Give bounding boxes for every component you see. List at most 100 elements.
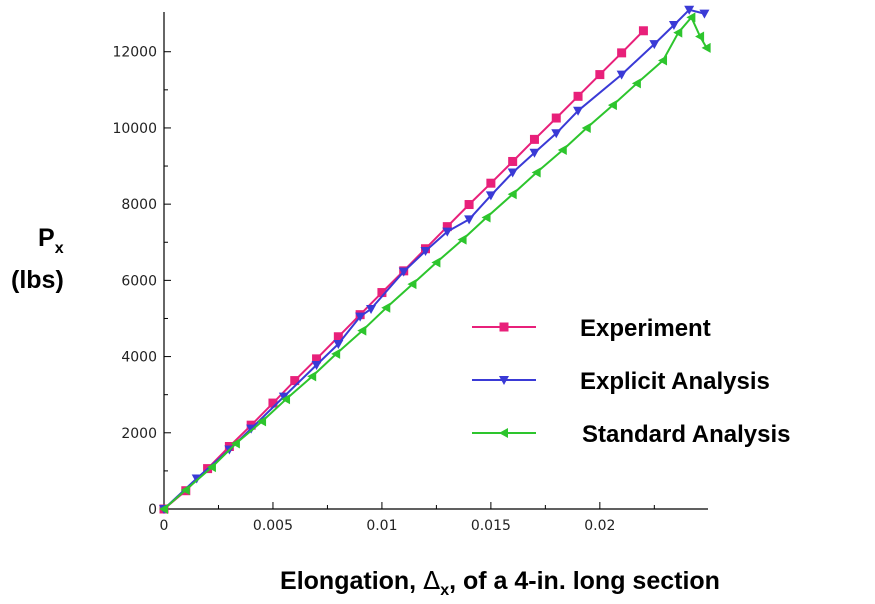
data-point bbox=[290, 376, 300, 386]
y-axis: 0 2000 4000 6000 8000 10000 12000 bbox=[112, 12, 171, 518]
y-tick-label: 10000 bbox=[112, 121, 157, 137]
data-point bbox=[631, 78, 641, 89]
data-point bbox=[464, 215, 475, 225]
data-point bbox=[268, 398, 278, 408]
legend-marker bbox=[499, 376, 509, 385]
y-axis-title-unit: (lbs) bbox=[11, 266, 64, 294]
y-tick-label: 12000 bbox=[112, 45, 157, 61]
data-point bbox=[686, 12, 696, 23]
y-tick-label: 4000 bbox=[121, 350, 157, 366]
data-point bbox=[551, 129, 562, 139]
data-point bbox=[366, 304, 377, 314]
plot-series bbox=[159, 5, 711, 514]
y-tick-label: 0 bbox=[148, 502, 157, 518]
data-point bbox=[638, 26, 648, 36]
x-tick-label: 0.01 bbox=[366, 518, 397, 534]
data-point bbox=[442, 222, 452, 232]
data-point bbox=[398, 267, 409, 277]
data-point bbox=[442, 227, 453, 237]
data-point bbox=[701, 42, 711, 53]
legend-label: Standard Analysis bbox=[582, 421, 791, 448]
data-point bbox=[312, 354, 322, 364]
data-point bbox=[278, 392, 289, 402]
data-point bbox=[246, 424, 257, 434]
data-point bbox=[159, 504, 168, 514]
data-point bbox=[581, 122, 591, 133]
legend-marker bbox=[499, 428, 508, 438]
data-point bbox=[333, 340, 344, 350]
data-point bbox=[331, 348, 341, 359]
data-point bbox=[355, 312, 366, 322]
data-point bbox=[180, 484, 190, 495]
x-tick-label: 0.005 bbox=[253, 518, 293, 534]
data-point bbox=[508, 156, 518, 166]
data-point bbox=[191, 474, 202, 484]
x-axis-title-text: Elongation, bbox=[280, 567, 423, 595]
y-tick-label: 2000 bbox=[121, 426, 157, 442]
y-axis-title: Px bbox=[38, 224, 64, 257]
data-point bbox=[307, 371, 317, 382]
data-point bbox=[673, 27, 683, 38]
data-point bbox=[684, 5, 695, 15]
data-point bbox=[507, 168, 518, 178]
data-point bbox=[551, 113, 561, 123]
data-point bbox=[668, 21, 679, 31]
data-point bbox=[573, 91, 583, 101]
data-point bbox=[464, 200, 474, 210]
x-ticks: 0 0.005 0.01 0.015 0.02 bbox=[160, 502, 655, 534]
legend-item: Explicit Analysis bbox=[472, 368, 770, 395]
data-point bbox=[607, 100, 617, 111]
data-point bbox=[357, 325, 367, 336]
series-3 bbox=[159, 12, 711, 514]
x-axis: 0 0.005 0.01 0.015 0.02 bbox=[160, 502, 708, 534]
x-tick-label: 0.02 bbox=[584, 518, 615, 534]
legend: Experiment Explicit Analysis Standard Anal… bbox=[472, 315, 791, 448]
data-point bbox=[206, 462, 216, 473]
data-point bbox=[486, 178, 496, 188]
data-point bbox=[617, 48, 627, 58]
data-point bbox=[616, 70, 627, 80]
data-point bbox=[420, 247, 431, 257]
data-point bbox=[529, 148, 540, 158]
data-point bbox=[485, 191, 496, 201]
data-point bbox=[557, 145, 567, 156]
data-point bbox=[481, 212, 491, 223]
data-point bbox=[311, 360, 322, 370]
data-point bbox=[333, 332, 343, 342]
data-point bbox=[457, 234, 467, 245]
legend-item: Standard Analysis bbox=[472, 421, 791, 448]
data-point bbox=[281, 394, 291, 405]
data-point bbox=[595, 70, 605, 80]
x-axis-title-symbol: Δ bbox=[423, 566, 440, 595]
x-axis-title: Elongation, Δx, of a 4-in. long section bbox=[280, 566, 720, 599]
legend-label: Experiment bbox=[580, 315, 711, 342]
legend-item: Experiment bbox=[472, 315, 711, 342]
y-axis-title-subscript: x bbox=[55, 240, 64, 257]
data-point bbox=[658, 55, 668, 66]
data-point bbox=[431, 257, 441, 268]
data-point bbox=[230, 438, 240, 449]
y-axis-title-symbol: P bbox=[38, 224, 55, 252]
x-tick-label: 0 bbox=[160, 518, 169, 534]
data-point bbox=[381, 302, 391, 313]
data-point bbox=[507, 189, 517, 200]
x-axis-title-rest: , of a 4-in. long section bbox=[449, 567, 720, 595]
series-2 bbox=[159, 5, 710, 514]
data-point bbox=[529, 134, 539, 144]
data-point bbox=[695, 31, 705, 42]
y-tick-label: 6000 bbox=[121, 273, 157, 289]
x-axis-title-subscript: x bbox=[440, 582, 449, 599]
x-tick-label: 0.015 bbox=[471, 518, 511, 534]
data-point bbox=[573, 106, 584, 116]
y-tick-label: 8000 bbox=[121, 197, 157, 213]
data-point bbox=[257, 416, 267, 427]
legend-label: Explicit Analysis bbox=[580, 368, 770, 395]
data-point bbox=[377, 288, 387, 298]
data-point bbox=[531, 167, 541, 178]
data-point bbox=[699, 9, 710, 19]
y-ticks: 0 2000 4000 6000 8000 10000 12000 bbox=[112, 45, 171, 518]
data-point bbox=[407, 279, 417, 290]
data-point bbox=[649, 40, 660, 50]
legend-marker bbox=[499, 322, 509, 332]
